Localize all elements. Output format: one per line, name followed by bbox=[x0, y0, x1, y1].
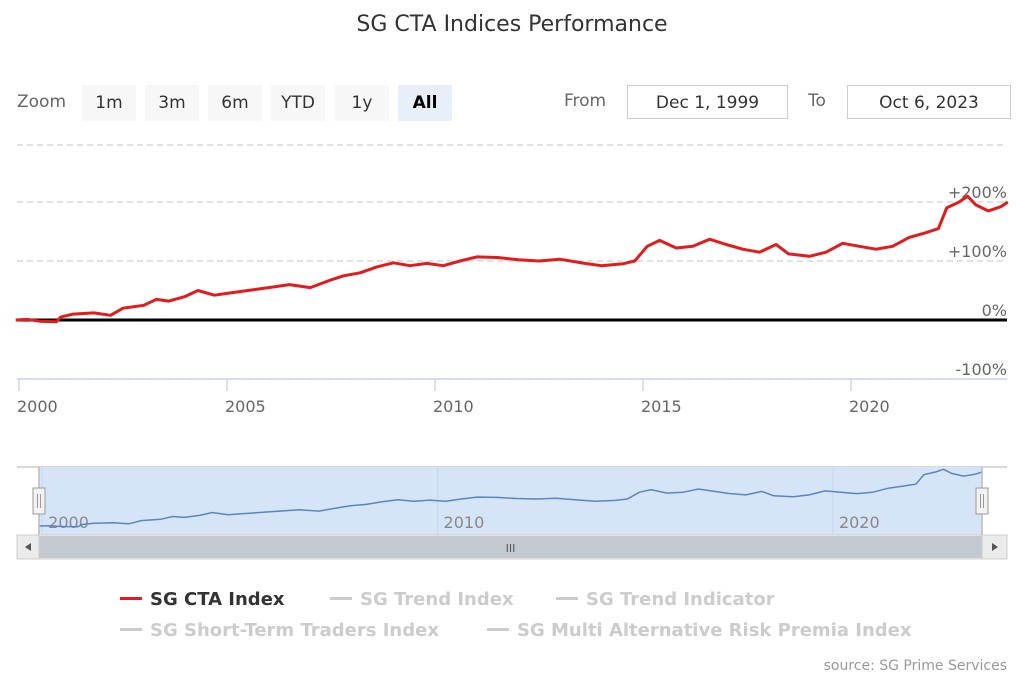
handle-body[interactable] bbox=[975, 487, 989, 515]
series-layer bbox=[15, 194, 1009, 324]
legend-item-sg-trend-indicator[interactable]: SG Trend Indicator bbox=[556, 589, 775, 610]
legend-line-icon bbox=[487, 627, 509, 631]
range-button-ytd[interactable]: YTD bbox=[271, 85, 325, 121]
navigator-tick-label: 2010 bbox=[444, 513, 485, 532]
x-axis: 2000 2005 2010 2015 2020 bbox=[17, 378, 1007, 416]
x-tick-label: 2010 bbox=[433, 397, 474, 416]
legend-line-icon bbox=[330, 596, 352, 600]
legend-label: SG Trend Indicator bbox=[586, 589, 775, 610]
legend-label: SG CTA Index bbox=[150, 589, 285, 610]
navigator-tick-label: 2020 bbox=[839, 513, 880, 532]
range-button-6m[interactable]: 6m bbox=[208, 85, 262, 121]
legend-item-sg-short-term-traders-index[interactable]: SG Short-Term Traders Index bbox=[120, 620, 439, 641]
legend-item-sg-cta-index[interactable]: SG CTA Index bbox=[120, 589, 285, 610]
legend-line-icon bbox=[120, 596, 142, 600]
grid-lines bbox=[17, 144, 1007, 380]
zoom-label: Zoom bbox=[17, 92, 67, 112]
x-tick-label: 2015 bbox=[641, 397, 682, 416]
range-button-1y[interactable]: 1y bbox=[335, 85, 389, 121]
arrow-right-icon[interactable] bbox=[992, 543, 998, 551]
legend-item-sg-multi-alternative-risk-premia-index[interactable]: SG Multi Alternative Risk Premia Index bbox=[487, 620, 912, 641]
navigator-series-line bbox=[38, 468, 983, 528]
navigator-selection[interactable] bbox=[39, 467, 982, 535]
navigator-right-handle[interactable] bbox=[975, 487, 989, 515]
legend-line-icon bbox=[556, 596, 578, 600]
handle-body[interactable] bbox=[32, 487, 46, 515]
y-tick-label: +200% bbox=[948, 183, 1007, 202]
scrollbar-grip-icon[interactable]: III bbox=[506, 542, 516, 555]
scrollbar[interactable]: III bbox=[16, 534, 1008, 560]
to-label: To bbox=[808, 91, 826, 111]
navigator-tick-label: 2000 bbox=[48, 513, 89, 532]
from-date-input[interactable]: Dec 1, 1999 bbox=[627, 85, 788, 119]
navigator-left-handle[interactable] bbox=[32, 487, 46, 515]
from-label: From bbox=[564, 91, 607, 111]
series-line-sg-cta-index bbox=[15, 194, 1009, 324]
y-tick-label: 0% bbox=[982, 301, 1007, 320]
arrow-left-icon[interactable] bbox=[25, 543, 31, 551]
range-button-1m[interactable]: 1m bbox=[82, 85, 136, 121]
legend-item-sg-trend-index[interactable]: SG Trend Index bbox=[330, 589, 514, 610]
x-tick-label: 2005 bbox=[225, 397, 266, 416]
source-credit: source: SG Prime Services bbox=[823, 658, 1007, 674]
to-date-input[interactable]: Oct 6, 2023 bbox=[847, 85, 1011, 119]
y-tick-label: -100% bbox=[955, 360, 1007, 379]
legend-line-icon bbox=[120, 627, 142, 631]
legend-label: SG Short-Term Traders Index bbox=[150, 620, 439, 641]
range-button-all[interactable]: All bbox=[398, 85, 452, 121]
scrollbar-thumb[interactable] bbox=[39, 536, 982, 558]
y-tick-label: +100% bbox=[948, 242, 1007, 261]
legend-label: SG Multi Alternative Risk Premia Index bbox=[517, 620, 912, 641]
x-tick-label: 2000 bbox=[17, 397, 58, 416]
range-button-3m[interactable]: 3m bbox=[145, 85, 199, 121]
y-axis-labels: -100% 0% +100% +200% bbox=[948, 183, 1007, 379]
chart-title: SG CTA Indices Performance bbox=[356, 12, 668, 37]
legend-label: SG Trend Index bbox=[360, 589, 514, 610]
navigator[interactable]: 2000 2010 2020 III bbox=[16, 466, 1008, 560]
x-tick-label: 2020 bbox=[849, 397, 890, 416]
